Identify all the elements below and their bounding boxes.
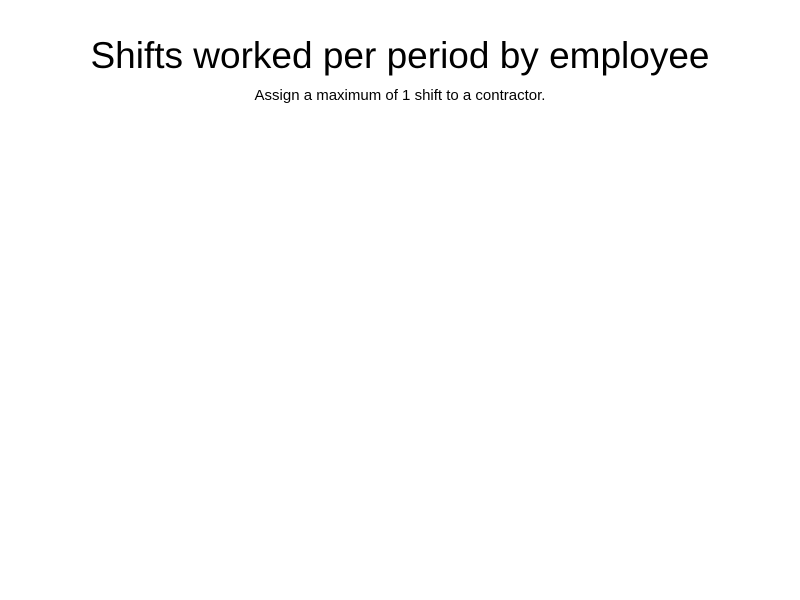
content-area — [0, 120, 800, 600]
page-subtitle: Assign a maximum of 1 shift to a contrac… — [254, 87, 546, 104]
page-title: Shifts worked per period by employee — [90, 35, 710, 76]
